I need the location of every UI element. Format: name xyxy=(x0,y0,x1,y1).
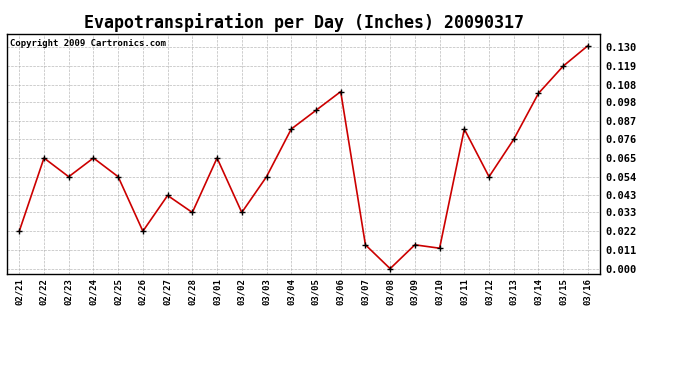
Title: Evapotranspiration per Day (Inches) 20090317: Evapotranspiration per Day (Inches) 2009… xyxy=(83,13,524,32)
Text: Copyright 2009 Cartronics.com: Copyright 2009 Cartronics.com xyxy=(10,39,166,48)
